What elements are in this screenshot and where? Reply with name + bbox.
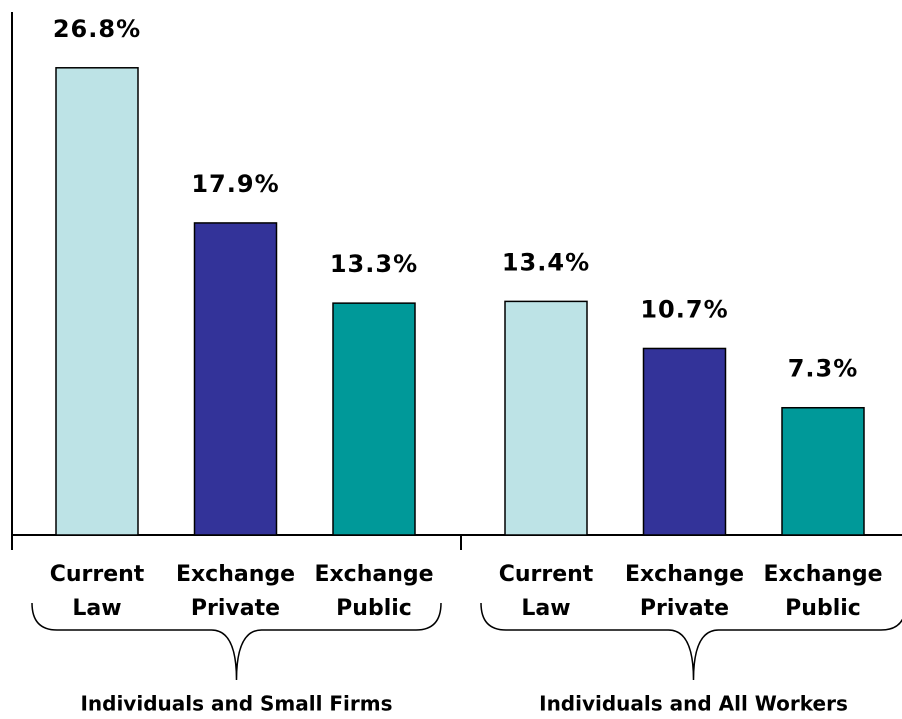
category-label: Public bbox=[336, 596, 412, 621]
category-label: Public bbox=[785, 596, 861, 621]
bar bbox=[781, 406, 865, 536]
category-label: Exchange bbox=[314, 562, 433, 587]
bar bbox=[55, 67, 139, 536]
group-label: Individuals and Small Firms bbox=[80, 692, 392, 716]
value-label: 17.9% bbox=[191, 170, 279, 198]
category-label: Current bbox=[50, 562, 145, 587]
category-label: Law bbox=[521, 596, 570, 621]
category-label: Exchange bbox=[763, 562, 882, 587]
group-label: Individuals and All Workers bbox=[539, 692, 848, 716]
category-label: Private bbox=[191, 596, 280, 621]
category-label: Exchange bbox=[625, 562, 744, 587]
value-label: 13.4% bbox=[502, 248, 590, 276]
value-label: 10.7% bbox=[640, 295, 728, 323]
value-label: 26.8% bbox=[53, 15, 141, 43]
value-label: 13.3% bbox=[330, 250, 418, 278]
group-brace bbox=[480, 602, 902, 681]
bar bbox=[504, 300, 588, 536]
bar bbox=[193, 222, 278, 536]
bar bbox=[642, 347, 727, 536]
category-label: Exchange bbox=[176, 562, 295, 587]
category-label: Private bbox=[640, 596, 729, 621]
category-label: Law bbox=[72, 596, 121, 621]
bar bbox=[332, 302, 416, 536]
category-label: Current bbox=[499, 562, 594, 587]
value-label: 7.3% bbox=[788, 355, 859, 383]
group-brace bbox=[31, 602, 442, 681]
